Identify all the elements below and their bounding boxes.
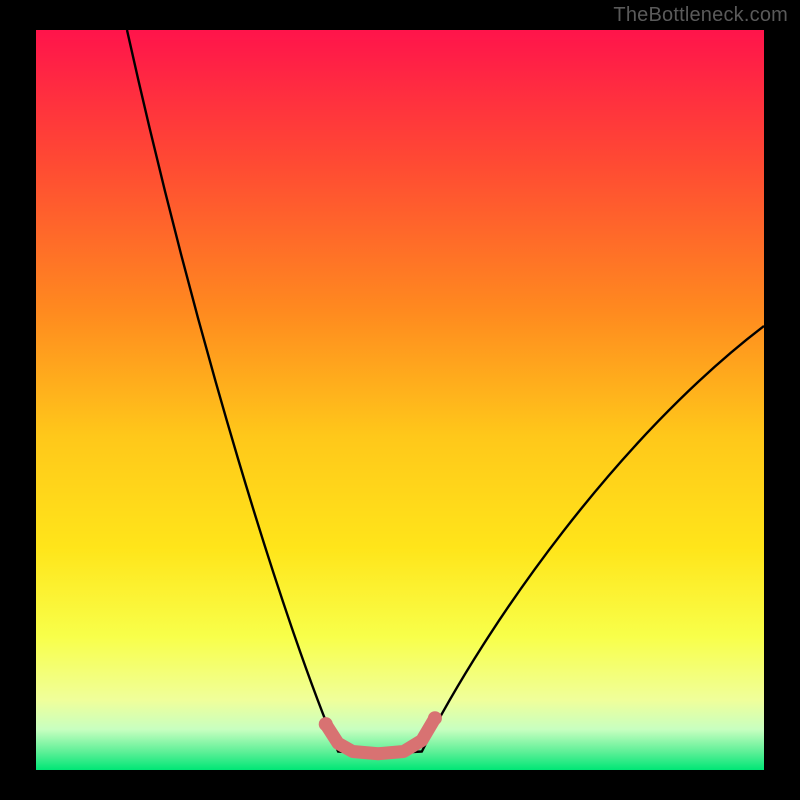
bottleneck-chart: [0, 0, 800, 800]
valley-dot-right: [428, 711, 442, 725]
plot-area: [36, 30, 764, 770]
watermark-text: TheBottleneck.com: [613, 4, 788, 27]
gradient-background: [36, 30, 764, 770]
chart-stage: TheBottleneck.com: [0, 0, 800, 800]
valley-dot-left: [319, 717, 333, 731]
